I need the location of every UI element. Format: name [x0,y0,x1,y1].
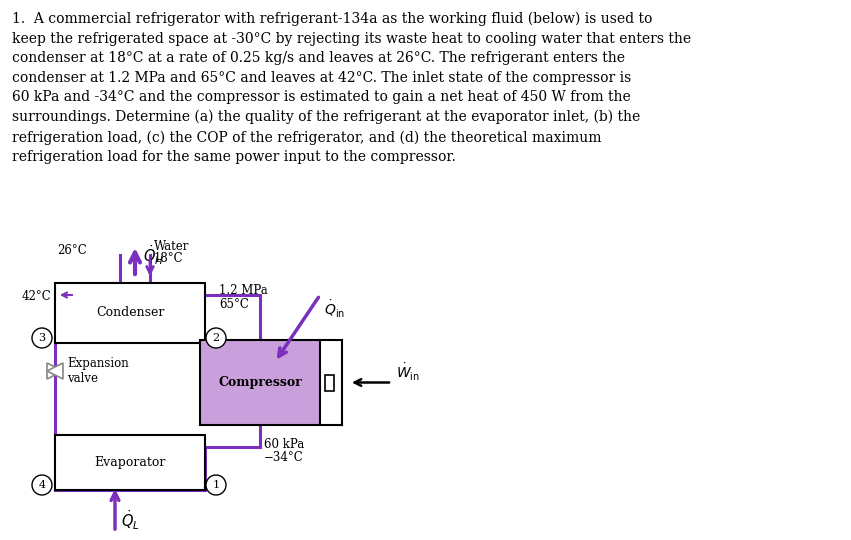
Text: $\dot{W}_{\mathrm{in}}$: $\dot{W}_{\mathrm{in}}$ [396,362,420,383]
Text: 1.  A commercial refrigerator with refrigerant-134a as the working fluid (below): 1. A commercial refrigerator with refrig… [12,12,691,164]
Text: 60 kPa: 60 kPa [264,438,305,451]
Circle shape [206,475,226,495]
Text: −34°C: −34°C [264,451,304,464]
Text: 1.2 MPa: 1.2 MPa [219,285,268,298]
Text: 2: 2 [213,333,220,343]
Text: 3: 3 [38,333,46,343]
Text: Condenser: Condenser [96,307,164,320]
Text: 26°C: 26°C [57,244,87,256]
Text: Compressor: Compressor [218,376,302,389]
Polygon shape [47,363,63,379]
Text: Water: Water [154,240,190,253]
Text: 18°C: 18°C [154,253,184,266]
Circle shape [32,475,52,495]
Bar [55,435,205,490]
Circle shape [206,328,226,348]
Bar [55,283,205,343]
Text: 42°C: 42°C [21,291,51,303]
Circle shape [32,328,52,348]
Text: $\dot{Q}_L$: $\dot{Q}_L$ [121,508,140,532]
Bar [325,375,334,390]
Text: Expansion: Expansion [67,357,129,370]
Text: $\dot{Q}_H$: $\dot{Q}_H$ [143,243,164,267]
Text: $\dot{Q}_{\mathrm{in}}$: $\dot{Q}_{\mathrm{in}}$ [324,299,346,320]
Text: Evaporator: Evaporator [94,456,166,469]
Text: 4: 4 [38,480,46,490]
Text: 65°C: 65°C [219,299,248,312]
Text: valve: valve [67,372,98,384]
Text: 1: 1 [213,480,220,490]
Bar [200,340,320,425]
Polygon shape [47,363,63,379]
